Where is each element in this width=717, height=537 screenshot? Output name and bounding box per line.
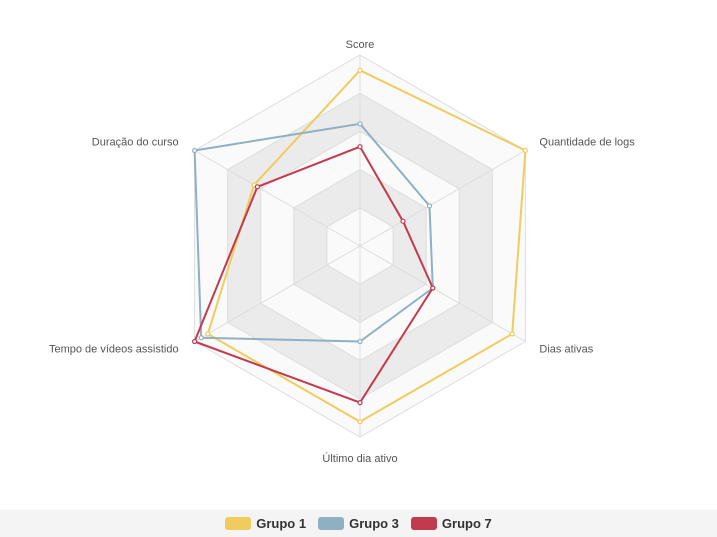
series-1-point-0[interactable]: [357, 121, 363, 127]
series-2-point-1[interactable]: [400, 218, 406, 224]
series-1-point-3[interactable]: [357, 338, 363, 345]
legend-item-grupo-3[interactable]: Grupo 3: [318, 516, 399, 531]
legend-label-grupo-7: Grupo 7: [441, 516, 492, 531]
axis-spoke-1: [359, 150, 526, 247]
series-2: [192, 144, 436, 406]
series-1-point-4[interactable]: [198, 335, 204, 341]
axis-spoke-5: [194, 150, 361, 247]
series-2-point-0[interactable]: [357, 144, 363, 150]
series-1-point-5[interactable]: [192, 147, 198, 154]
series-0-point-2[interactable]: [509, 331, 515, 337]
series-0-point-3[interactable]: [357, 419, 363, 425]
series-2-point-3[interactable]: [357, 400, 363, 406]
series-0: [205, 67, 529, 425]
series-1-point-1[interactable]: [426, 203, 433, 209]
legend-label-grupo-1: Grupo 1: [256, 516, 307, 531]
legend-label-grupo-3: Grupo 3: [349, 516, 399, 531]
series-2-point-2[interactable]: [430, 285, 436, 291]
legend-swatch-grupo-1: [225, 517, 252, 530]
axis-label-2: Dias ativas: [539, 343, 593, 355]
axis-label-3: Último dia ativo: [322, 452, 397, 465]
series-0-point-4[interactable]: [205, 331, 211, 337]
legend-item-grupo-1[interactable]: Grupo 1: [225, 516, 306, 531]
series-0-point-0[interactable]: [357, 67, 363, 73]
series-0-point-1[interactable]: [522, 147, 529, 154]
axis-label-5: Duração do curso: [92, 136, 179, 148]
chart-legend: Grupo 1 Grupo 3 Grupo 7: [0, 510, 717, 537]
axis-label-4: Tempo de vídeos assistido: [49, 343, 179, 355]
axis-spoke-4: [194, 245, 361, 342]
legend-item-grupo-7[interactable]: Grupo 7: [410, 516, 492, 531]
axis-label-0: Score: [346, 39, 375, 51]
series-2-point-5[interactable]: [254, 184, 260, 190]
axis-spoke-2: [359, 245, 526, 342]
axis-label-1: Quantidade de logs: [539, 136, 635, 148]
legend-swatch-grupo-3: [318, 517, 345, 530]
series-2-point-4[interactable]: [192, 338, 198, 345]
legend-swatch-grupo-7: [410, 517, 437, 530]
